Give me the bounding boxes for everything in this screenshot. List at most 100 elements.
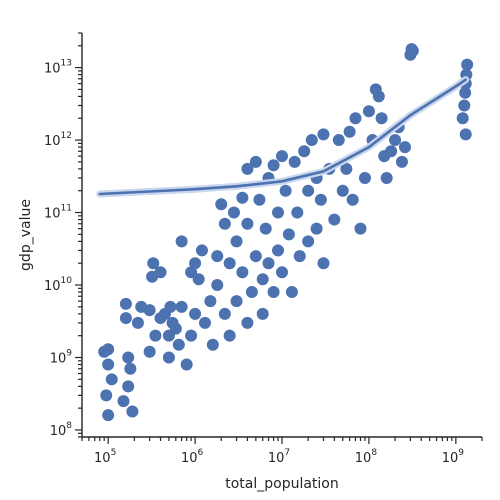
scatter-point	[317, 257, 330, 270]
scatter-point	[211, 250, 224, 263]
scatter-point	[456, 112, 469, 125]
scatter-point	[349, 112, 362, 125]
y-tick-label: 1010	[44, 276, 72, 294]
scatter-point	[346, 193, 359, 206]
scatter-point	[119, 312, 132, 325]
y-tick-label: 1013	[44, 59, 72, 77]
y-tick-base: 10	[44, 62, 61, 77]
scatter-point	[328, 213, 341, 226]
scatter-points	[98, 43, 474, 422]
x-tick-base: 10	[181, 451, 198, 466]
scatter-point	[343, 125, 356, 138]
scatter-point	[288, 155, 301, 168]
x-tick-base: 10	[355, 451, 372, 466]
scatter-point	[398, 141, 411, 154]
y-tick-exponent: 8	[66, 421, 72, 431]
x-tick-label: 106	[181, 448, 204, 466]
scatter-point	[362, 105, 375, 118]
x-tick-exponent: 7	[284, 448, 290, 458]
y-tick-label: 1011	[44, 204, 72, 222]
scatter-point	[245, 286, 258, 299]
scatter-point	[272, 244, 285, 257]
scatter-point	[253, 193, 266, 206]
scatter-point	[375, 112, 388, 125]
trend-line-group	[96, 76, 470, 198]
scatter-point	[336, 184, 349, 197]
scatter-point	[256, 273, 269, 286]
x-tick-label: 109	[442, 448, 465, 466]
scatter-point	[305, 134, 318, 147]
x-tick-base: 10	[442, 451, 459, 466]
y-tick-label: 1012	[44, 131, 72, 149]
x-tick-exponent: 9	[458, 448, 464, 458]
scatter-point	[241, 217, 254, 230]
scatter-point	[314, 193, 327, 206]
x-tick-label: 107	[268, 448, 290, 466]
y-tick-exponent: 11	[61, 204, 72, 214]
scatter-point	[169, 322, 182, 335]
scatter-point	[256, 307, 269, 320]
scatter-point	[117, 395, 130, 408]
scatter-point	[175, 300, 188, 313]
scatter-point	[459, 86, 472, 99]
scatter-point	[302, 235, 315, 248]
scatter-point	[285, 286, 298, 299]
scatter-point	[272, 206, 285, 219]
x-tick-base: 10	[94, 451, 111, 466]
scatter-point	[241, 162, 254, 175]
scatter-point	[332, 134, 345, 147]
scatter-point	[241, 316, 254, 329]
scatter-point	[198, 316, 211, 329]
scatter-point	[458, 99, 471, 112]
scatter-point	[340, 162, 353, 175]
scatter-point	[195, 244, 208, 257]
scatter-point	[461, 58, 474, 71]
trend-line	[98, 78, 467, 196]
scatter-point	[276, 150, 288, 163]
scatter-point	[189, 307, 202, 320]
scatter-point	[211, 279, 224, 292]
scatter-point	[149, 329, 162, 342]
x-tick-exponent: 5	[111, 448, 117, 458]
scatter-point	[249, 155, 262, 168]
scatter-point	[147, 257, 160, 270]
scatter-point	[223, 329, 236, 342]
y-tick-exponent: 12	[61, 131, 72, 141]
scatter-point	[302, 184, 315, 197]
scatter-point	[230, 235, 243, 248]
x-tick-label: 108	[355, 448, 378, 466]
scatter-point	[395, 155, 408, 168]
scatter-point	[236, 266, 249, 279]
scatter-point	[192, 273, 205, 286]
y-tick-base: 10	[50, 424, 67, 439]
scatter-point	[185, 329, 198, 342]
scatter-point	[119, 297, 132, 310]
scatter-point	[298, 145, 311, 158]
scatter-point	[262, 257, 275, 270]
y-tick-label: 108	[50, 421, 73, 439]
scatter-point	[291, 206, 304, 219]
scatter-point	[131, 316, 144, 329]
scatter-point	[143, 304, 156, 317]
scatter-point	[267, 286, 280, 299]
y-tick-base: 10	[44, 279, 61, 294]
scatter-point	[126, 405, 139, 418]
y-tick-exponent: 13	[61, 59, 72, 69]
scatter-point	[102, 409, 115, 422]
scatter-point	[185, 266, 198, 279]
scatter-point	[236, 191, 249, 204]
x-tick-exponent: 8	[371, 448, 377, 458]
scatter-point	[102, 343, 115, 356]
scatter-point	[206, 338, 219, 351]
scatter-point	[189, 257, 202, 270]
scatter-point	[100, 389, 113, 402]
scatter-point	[406, 44, 419, 57]
scatter-point	[102, 358, 115, 371]
scatter-point	[372, 90, 385, 103]
scatter-point	[310, 222, 323, 235]
scatter-point	[385, 145, 398, 158]
scatter-point	[124, 362, 137, 375]
scatter-point	[380, 171, 393, 184]
